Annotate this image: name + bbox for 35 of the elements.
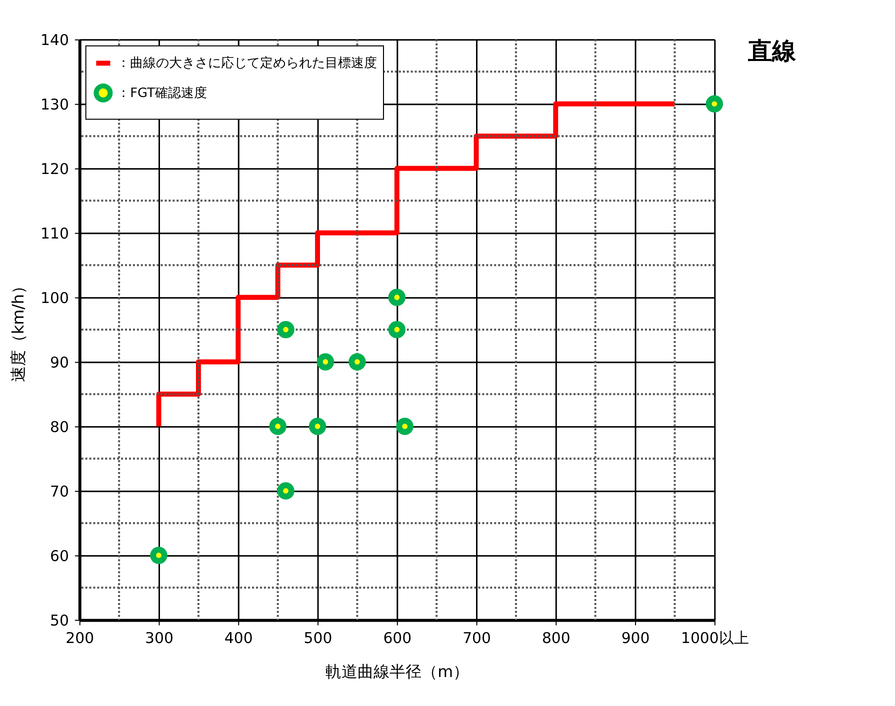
legend-label: ：FGT確認速度	[117, 84, 207, 101]
point	[150, 546, 168, 564]
y-tick-label: 50	[50, 611, 69, 630]
point	[706, 95, 724, 112]
point	[277, 320, 294, 338]
x-tick-label: 400	[224, 629, 253, 648]
point	[316, 353, 334, 370]
x-tick-label: 900	[621, 629, 650, 648]
x-tick-label: 800	[542, 629, 570, 648]
point	[277, 482, 294, 500]
point	[269, 418, 286, 435]
x-tick-label: 600	[383, 629, 412, 648]
y-tick-label: 130	[40, 95, 69, 114]
x-axis-title: 軌道曲線半径（m）	[326, 662, 470, 681]
y-tick-label: 110	[40, 224, 69, 242]
y-tick-label: 140	[40, 30, 69, 49]
point	[388, 288, 406, 306]
y-tick-label: 100	[40, 288, 69, 307]
y-axis-title: 速度（km/h）	[8, 278, 28, 382]
point	[388, 320, 406, 338]
y-tick-label: 70	[50, 482, 69, 500]
legend-label: ：曲線の大きさに応じて定められた目標速度	[117, 55, 378, 72]
point	[348, 353, 366, 370]
annotation: 直線	[746, 37, 797, 66]
y-tick-label: 120	[40, 160, 69, 178]
x-tick-label: 300	[145, 629, 174, 648]
y-tick-label: 80	[50, 418, 69, 436]
x-tick-label: 200	[66, 629, 94, 648]
y-tick-label: 90	[50, 353, 69, 372]
point	[308, 418, 326, 435]
y-tick-label: 60	[50, 546, 69, 565]
x-tick-label: 700	[462, 629, 491, 648]
x-tick-label: 500	[304, 629, 332, 648]
point	[396, 418, 414, 435]
x-tick-label: 1000以上	[680, 629, 749, 648]
